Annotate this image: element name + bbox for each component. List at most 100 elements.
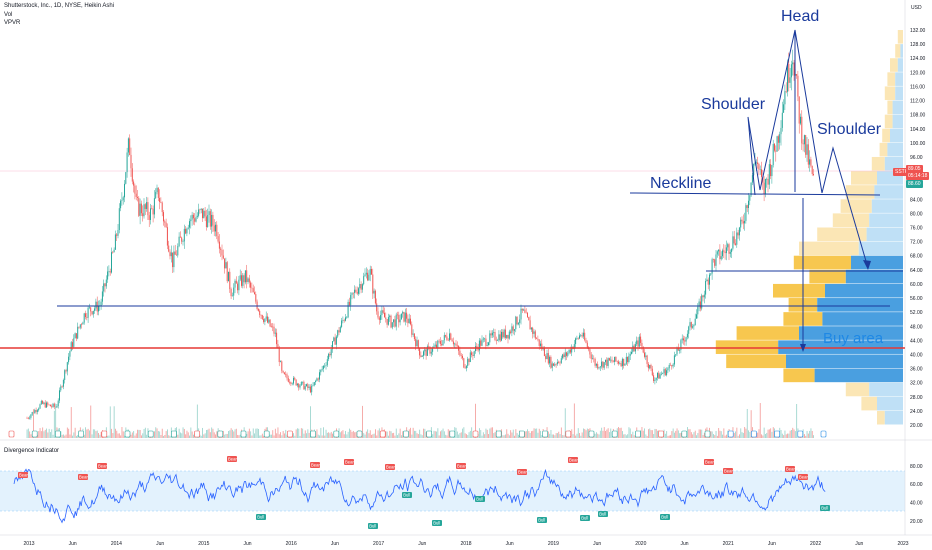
volume-bar [749,432,751,438]
volume-bar [667,435,669,438]
volume-bar [680,432,682,438]
volume-bar [440,431,441,438]
candle-body [378,317,380,320]
candle-body [194,218,196,222]
candle-body [549,356,551,364]
candle-body [168,245,170,252]
vp-row-up [884,410,903,425]
volume-bar [618,427,619,438]
candle-body [481,339,483,346]
bull-signal-label: Bull [476,497,483,502]
candle-body [59,390,60,401]
symbol-line[interactable]: Shutterstock, Inc., 1D, NYSE, Heikin Ash… [4,3,115,9]
price-series [26,49,814,420]
volume-bar [52,434,54,438]
event-marker [542,430,548,438]
vpvr-label[interactable]: VPVR [4,20,21,26]
candle-body [126,152,128,173]
candle-body [715,254,717,266]
bull-signal-label: Bull [257,515,264,520]
candle-body [73,338,75,347]
volume-bar [111,428,112,438]
candle-body [731,248,733,252]
volume-bar [116,430,118,438]
volume-bar [29,431,31,438]
event-marker [194,430,200,438]
candle-body [758,163,760,170]
volume-bar [703,432,705,438]
candle-body [380,315,382,320]
candle-body [564,352,566,358]
candle-body [82,322,84,325]
volume-bar [402,431,404,438]
volume-bar [623,434,625,438]
candle-body [190,219,192,222]
time-axis-label: Jun [69,541,77,547]
volume-bar [321,435,323,438]
candle-body [111,252,112,273]
candle-body [406,312,408,319]
vp-row-down [832,213,870,227]
vp-row-down [877,410,885,425]
volume-bar [693,432,695,438]
candle-body [616,361,618,362]
volume-bar [307,429,309,438]
volume-bar [507,433,509,438]
volume-bar [805,435,807,438]
candle-body [196,215,198,218]
candle-body [654,379,656,381]
candle-body [94,308,96,311]
left-shoulder-outline [747,116,761,196]
candle-body [144,204,146,209]
bear-signal-box [785,466,795,472]
volume-bar [271,434,272,438]
candle-body [220,248,222,250]
candle-body [244,270,246,283]
candle-body [690,322,692,328]
candle-body [130,154,132,169]
volume-bar [421,435,423,438]
volume-bar [723,428,725,438]
candle-body [296,383,298,386]
candle-body [419,348,421,356]
volume-bar [700,429,701,438]
volume-bar [480,430,482,438]
volume-bar [714,435,716,438]
bull-signal-box [432,520,442,526]
volume-bar [112,433,114,438]
candle-body [393,319,395,323]
candle-body [650,365,652,369]
volume-bar [346,434,348,438]
volume-bar [168,435,170,438]
candle-body [88,307,90,308]
volume-bar [624,434,626,438]
volume-bar [181,433,183,438]
candle-body [745,205,747,221]
vol-label[interactable]: Vol [4,12,13,18]
volume-bar [739,434,740,438]
volume-bar [810,428,812,438]
candle-body [72,342,73,347]
candle-body [277,344,279,349]
volume-bar [757,432,759,438]
volume-bar [663,429,665,438]
label-head: Head [781,8,819,25]
candle-body [74,333,76,339]
volume-bar [687,427,688,438]
volume-bar [130,434,132,438]
volume-bar [61,434,63,438]
candle-body [584,332,586,341]
volume-bar [375,429,376,438]
candle-body [404,312,406,322]
candle-body [324,365,326,367]
candle-body [395,314,397,327]
candle-body [658,372,660,379]
candle-body [302,381,304,383]
candle-body [477,347,479,351]
candle-body [465,365,467,369]
volume-bar [138,429,140,438]
annotation-lines [0,29,905,352]
bull-signal-box [368,523,378,529]
price-axis-tick: 36.00 [910,367,923,373]
bear-signal-label: Bear [345,460,354,465]
